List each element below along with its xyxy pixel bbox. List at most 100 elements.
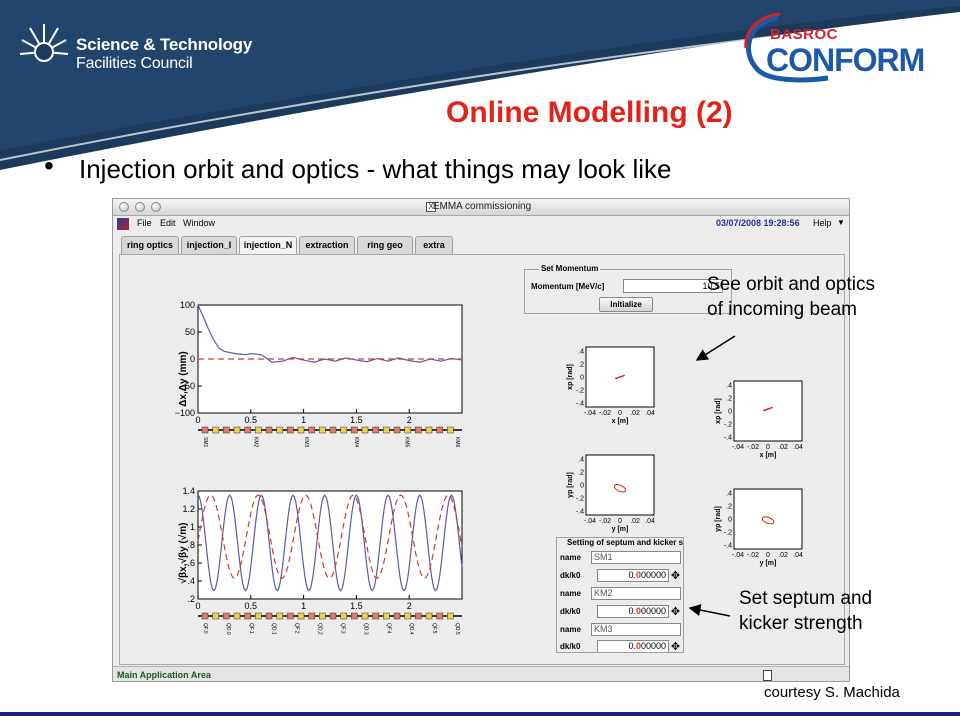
orbit-xtick-label: 1 (301, 415, 306, 425)
orbit-magnet (404, 426, 411, 434)
momentum-input[interactable]: 10.5 (623, 279, 723, 293)
orbit-magnet (447, 426, 454, 434)
beta-ytick-label: 1 (190, 522, 195, 532)
footer-rule (0, 712, 960, 716)
phase-space-beam (615, 374, 625, 380)
phase-plot-ytick: -.4 (576, 401, 584, 408)
window-zoom-button[interactable] (151, 202, 161, 212)
window-minimize-button[interactable] (135, 202, 145, 212)
orbit-xtick-label: 2 (407, 415, 412, 425)
kicker-strength-field-1[interactable]: 0.000000 (597, 569, 669, 582)
kicker-name-field-3[interactable]: KM3 (591, 623, 681, 636)
menu-window[interactable]: Window (183, 218, 216, 228)
orbit-magnet (372, 426, 379, 434)
phase-plot-xtick: .04 (645, 410, 655, 417)
datetime-display: 03/07/2008 19:28:56 (716, 218, 800, 228)
basroc-logo-line2: CONFORM (766, 42, 925, 78)
document-icon[interactable] (763, 670, 772, 681)
phase-plot-xlabel: y [m] (760, 560, 777, 567)
phase-plot-xtick: 0 (766, 552, 770, 559)
beta-element-label: QD.5 (454, 623, 460, 635)
menu-file[interactable]: File (137, 218, 152, 228)
kicker-name-field-2[interactable]: KM2 (591, 587, 681, 600)
kicker-strength-cursor-1: 0 (635, 570, 641, 580)
kicker-strength-field-2[interactable]: 0.000000 (597, 605, 669, 618)
beta-magnet (447, 612, 454, 620)
beta-magnet (287, 612, 294, 620)
stfc-logo-line1: Science & Technology (76, 35, 253, 54)
beta-magnet (393, 612, 401, 620)
app-window: X EMMA commissioning File Edit Window 03… (112, 198, 850, 682)
beta-magnet (265, 612, 273, 620)
orbit-magnet (383, 426, 390, 434)
kicker-group-title: Setting of septum and kicker strength (567, 538, 683, 547)
window-close-button[interactable] (119, 202, 129, 212)
move-arrows-icon[interactable]: ✥ (670, 605, 681, 618)
orbit-plot-ylabel: Δx,Δy (mm) (178, 351, 189, 407)
phase-plot-ylabel: xp [rad] (567, 364, 574, 390)
app-icon (117, 218, 129, 230)
beta-element-label: QF.2 (294, 623, 300, 634)
phase-plot-ytick: .2 (578, 470, 584, 477)
orbit-annotation-line1: See orbit and optics (707, 274, 875, 295)
move-arrows-icon[interactable]: ✥ (670, 640, 681, 653)
kicker-strength-label-2: dk/k0 (560, 607, 581, 616)
beta-magnet (201, 612, 209, 620)
credit: courtesy S. Machida (764, 684, 900, 701)
kicker-annotation-line2: kicker strength (739, 613, 863, 634)
orbit-series-0 (197, 304, 463, 363)
x11-icon: X (426, 202, 436, 212)
kicker-strength-label-1: dk/k0 (560, 571, 581, 580)
kicker-annotation-line1: Set septum and (739, 588, 873, 609)
tab-extraction[interactable]: extraction (299, 236, 355, 254)
momentum-group: Set Momentum Momentum [MeV/c] 10.5 Initi… (524, 264, 732, 314)
phase-plot-xtick: .04 (793, 552, 803, 559)
beta-element-label: QF.5 (431, 623, 437, 634)
tab-extra[interactable]: extra (415, 236, 453, 254)
phase-plot-ytick: .2 (726, 504, 732, 511)
orbit-ytick-label: −50 (180, 381, 195, 391)
kicker-name-field-1[interactable]: SM1 (591, 551, 681, 564)
move-arrows-icon[interactable]: ✥ (670, 569, 681, 582)
kicker-strength-cursor-3: 0 (635, 641, 641, 651)
orbit-annotation-line2: of incoming beam (707, 299, 857, 320)
beta-ytick-label: .2 (187, 594, 195, 604)
beta-series-1 (197, 494, 463, 579)
phase-plot-xtick: 0 (618, 410, 622, 417)
phase-plot-ytick: -.2 (724, 530, 732, 537)
tab-ring-optics[interactable]: ring optics (121, 236, 179, 254)
swoosh-icon (744, 12, 829, 83)
header-band (0, 0, 960, 170)
momentum-group-title: Set Momentum (539, 264, 601, 273)
phase-plot-frame (733, 488, 803, 550)
phase-plot-xtick: .02 (778, 444, 788, 451)
phase-plot-ytick: -.2 (576, 496, 584, 503)
beta-magnet (329, 612, 337, 620)
orbit-element-label: KM6 (454, 437, 460, 448)
phase-plot-ytick: -.4 (724, 435, 732, 442)
phase-plot-xtick: -.02 (599, 410, 611, 417)
beta-xtick-label: 1.5 (350, 601, 363, 611)
beta-element-label: QF.3 (339, 623, 345, 634)
phase-plot-xtick: -.02 (747, 552, 759, 559)
chevron-down-icon[interactable]: ▼ (837, 218, 845, 227)
phase-plot-ytick: 0 (728, 409, 732, 416)
orbit-magnet (351, 426, 358, 434)
beta-element-label: QF.0 (202, 623, 208, 634)
kicker-strength-field-3[interactable]: 0.000000 (597, 640, 669, 652)
tab-injection-n[interactable]: injection_N (239, 236, 297, 255)
orbit-magnet (415, 426, 422, 434)
phase-plot-xtick: .02 (630, 518, 640, 525)
kicker-strength-prefix-1: 0. (628, 570, 636, 580)
orbit-magnet (297, 426, 305, 434)
bullet-text: Injection orbit and optics - what things… (79, 154, 672, 184)
menu-help[interactable]: Help (813, 218, 832, 228)
orbit-magnet (255, 426, 262, 434)
kicker-strength-label-3: dk/k0 (560, 642, 581, 651)
phase-space-beam (761, 516, 775, 525)
orbit-element-label: KM2 (252, 437, 258, 448)
tab-injection-i[interactable]: injection_I (181, 236, 237, 254)
initialize-button[interactable]: Initialize (599, 297, 653, 312)
menu-edit[interactable]: Edit (160, 218, 176, 228)
tab-ring-geo[interactable]: ring geo (357, 236, 413, 254)
